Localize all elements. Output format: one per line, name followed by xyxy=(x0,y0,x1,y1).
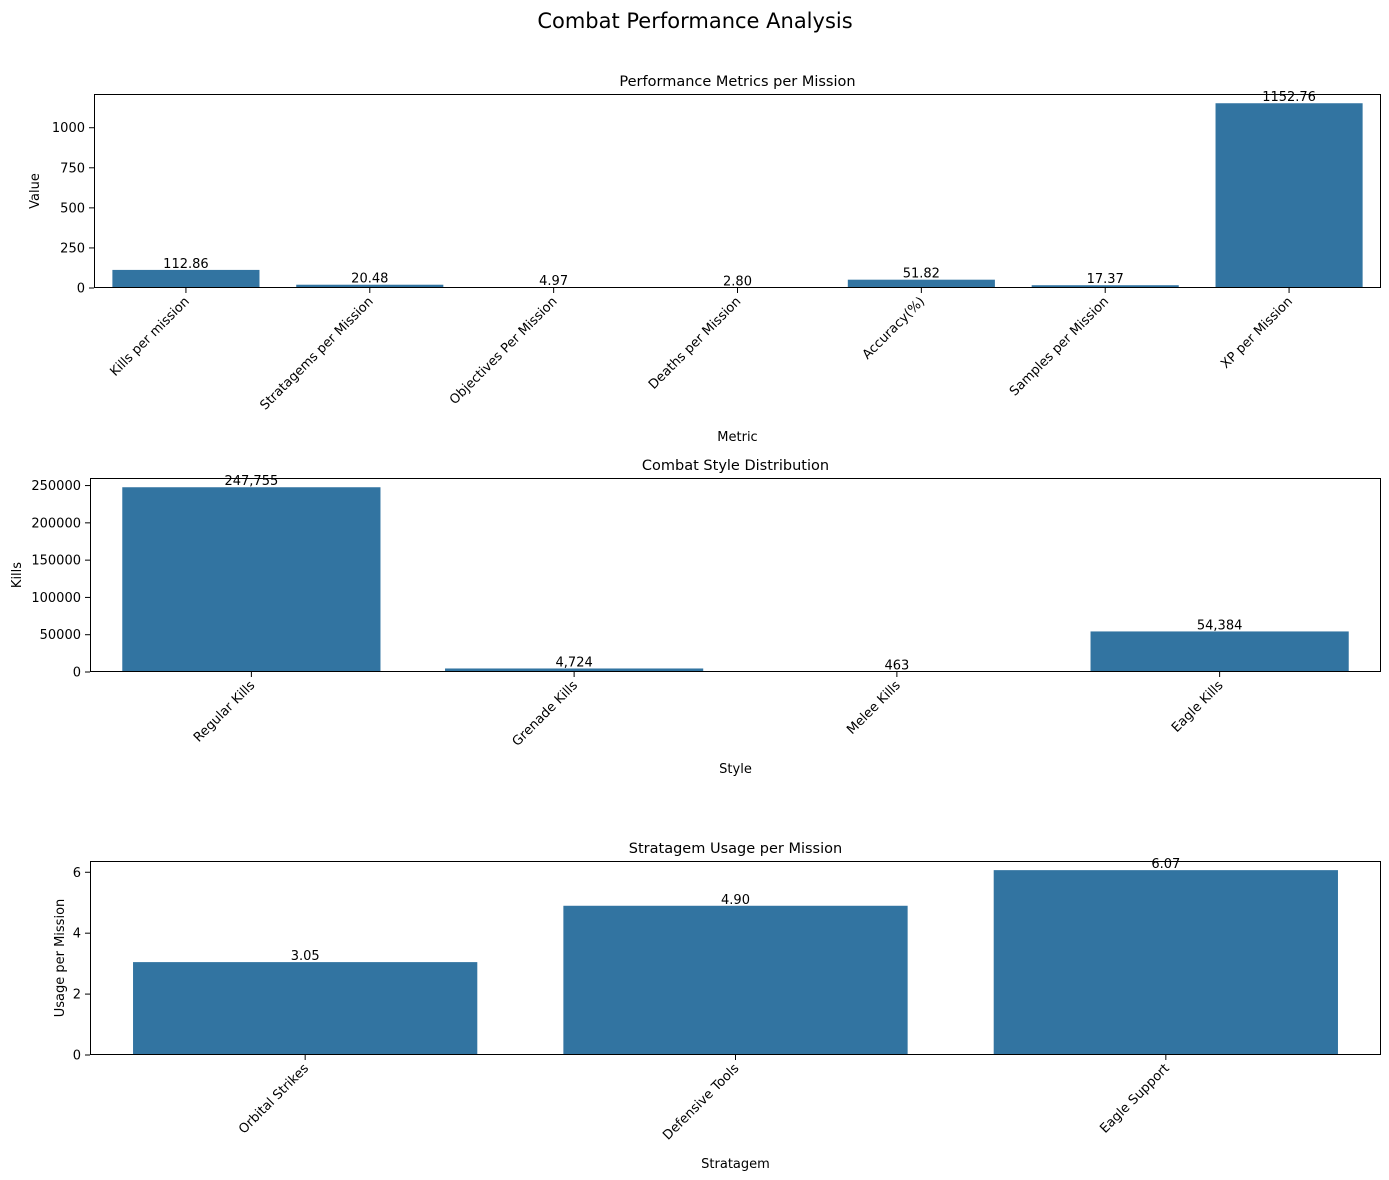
y-tick-label: 4 xyxy=(73,927,81,942)
bar xyxy=(563,905,908,1055)
x-axis-label: Style xyxy=(719,762,752,777)
y-tick-label: 250000 xyxy=(31,479,81,494)
bar-value-label: 2.80 xyxy=(723,275,752,290)
bar-value-label: 112.86 xyxy=(163,257,209,272)
bar xyxy=(1215,103,1363,289)
bar-value-label: 1152.76 xyxy=(1262,90,1316,105)
bar xyxy=(445,668,704,672)
y-tick-label: 200000 xyxy=(31,516,81,531)
bar-value-label: 247,755 xyxy=(224,474,278,489)
y-tick-label: 0 xyxy=(73,1049,81,1064)
y-axis-label: Value xyxy=(28,173,43,209)
figure-title: Combat Performance Analysis xyxy=(537,9,852,33)
y-tick-label: 250 xyxy=(60,241,85,256)
y-tick-label: 0 xyxy=(77,282,85,297)
bar-value-label: 4,724 xyxy=(556,655,593,670)
bar-value-label: 51.82 xyxy=(903,267,940,282)
y-tick-label: 2 xyxy=(73,988,81,1003)
y-tick-label: 0 xyxy=(73,666,81,681)
bar-value-label: 4.90 xyxy=(721,893,750,908)
y-tick-label: 150000 xyxy=(31,554,81,569)
y-tick-label: 500 xyxy=(60,201,85,216)
bar xyxy=(112,269,260,288)
bar xyxy=(296,284,444,288)
y-axis-label: Kills xyxy=(10,562,25,588)
chart-title: Stratagem Usage per Mission xyxy=(629,841,842,857)
bar-value-label: 4.97 xyxy=(539,274,568,289)
chart-title: Performance Metrics per Mission xyxy=(619,74,855,90)
bar-value-label: 3.05 xyxy=(291,949,320,964)
y-tick-label: 100000 xyxy=(31,591,81,606)
y-tick-label: 750 xyxy=(60,161,85,176)
y-tick-label: 6 xyxy=(73,866,81,881)
bar-value-label: 54,384 xyxy=(1197,618,1243,633)
axes-frame xyxy=(90,861,1381,1055)
bar xyxy=(122,487,381,672)
bar xyxy=(993,870,1338,1055)
bar xyxy=(847,279,995,288)
bar xyxy=(1090,631,1349,672)
bar xyxy=(133,962,478,1055)
bar-value-label: 463 xyxy=(884,659,909,674)
bar-value-label: 20.48 xyxy=(351,272,388,287)
x-axis-label: Stratagem xyxy=(701,1157,770,1172)
x-axis-label: Metric xyxy=(717,430,757,445)
y-tick-label: 1000 xyxy=(52,121,85,136)
y-tick-label: 50000 xyxy=(40,628,81,643)
bar-value-label: 17.37 xyxy=(1087,272,1124,287)
axes-frame xyxy=(90,478,1381,672)
y-axis-label: Usage per Mission xyxy=(53,899,68,1018)
axes-frame xyxy=(94,94,1381,288)
chart-title: Combat Style Distribution xyxy=(642,458,829,474)
bar-value-label: 6.07 xyxy=(1151,857,1180,872)
bar xyxy=(1031,285,1179,288)
